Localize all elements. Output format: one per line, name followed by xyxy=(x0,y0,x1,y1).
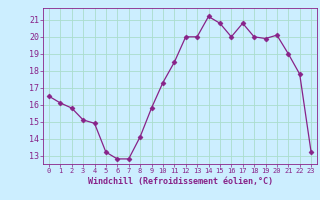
X-axis label: Windchill (Refroidissement éolien,°C): Windchill (Refroidissement éolien,°C) xyxy=(87,177,273,186)
